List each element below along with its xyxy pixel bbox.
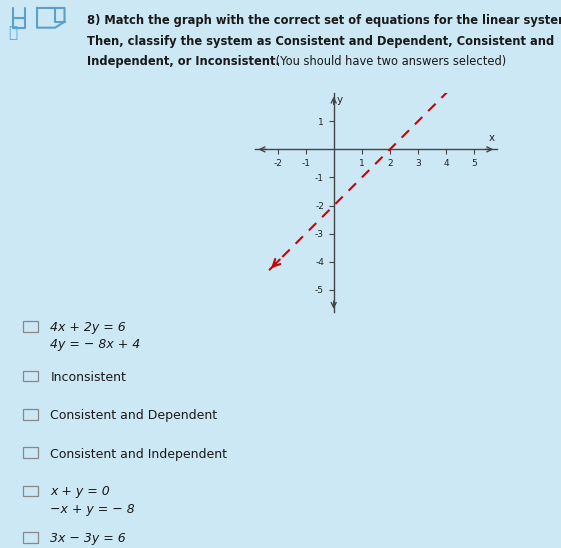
Text: Independent, or Inconsistent.: Independent, or Inconsistent. [87, 55, 280, 68]
Text: x + y = 0: x + y = 0 [50, 485, 111, 498]
Text: ⦑: ⦑ [8, 25, 17, 39]
Text: y: y [337, 95, 343, 105]
Text: 8) Match the graph with the correct set of equations for the linear system.: 8) Match the graph with the correct set … [87, 14, 561, 27]
Text: Consistent and Independent: Consistent and Independent [50, 448, 228, 461]
Text: x: x [489, 133, 495, 143]
Text: Consistent and Dependent: Consistent and Dependent [50, 409, 218, 423]
Text: Then, classify the system as Consistent and Dependent, Consistent and: Then, classify the system as Consistent … [87, 35, 554, 48]
Text: Inconsistent: Inconsistent [50, 371, 126, 384]
Text: −x + y = − 8: −x + y = − 8 [50, 503, 135, 516]
Text: 4x + 2y = 6: 4x + 2y = 6 [50, 321, 126, 334]
Text: 4y = − 8x + 4: 4y = − 8x + 4 [50, 338, 141, 351]
Text: (You should have two answers selected): (You should have two answers selected) [272, 55, 507, 68]
Text: 3x − 3y = 6: 3x − 3y = 6 [50, 532, 126, 545]
